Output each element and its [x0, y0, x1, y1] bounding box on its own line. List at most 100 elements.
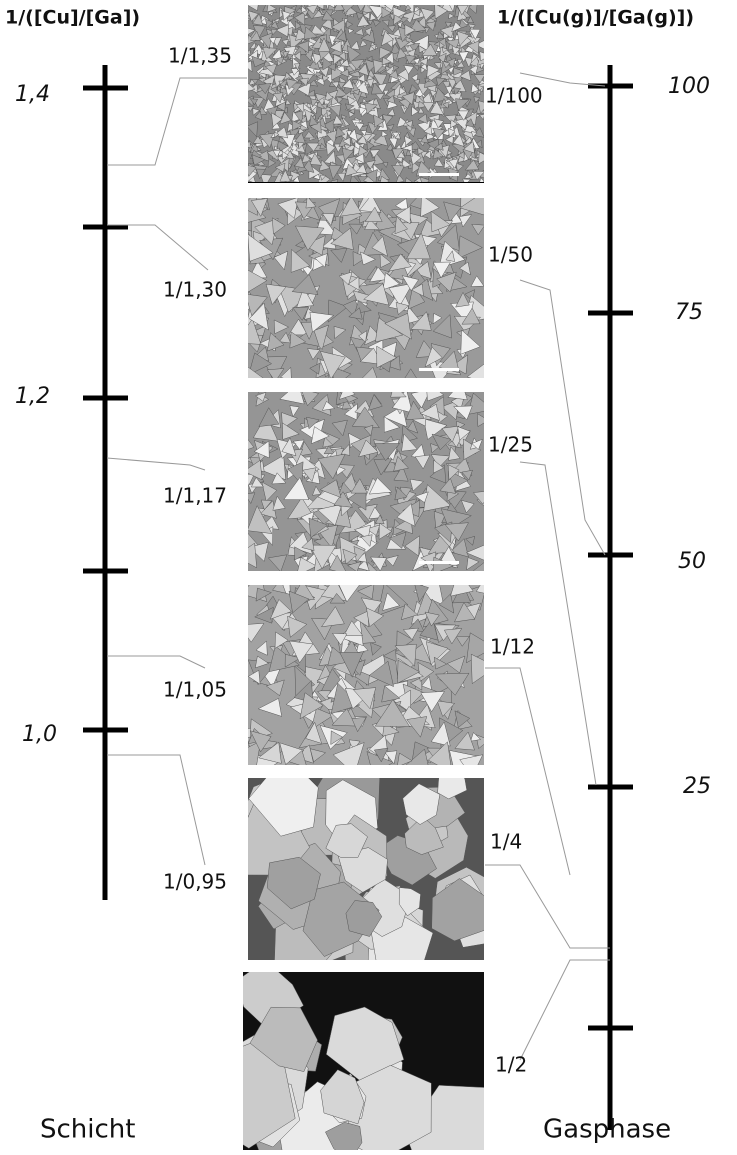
grain — [374, 443, 401, 462]
grain — [359, 39, 368, 48]
grain — [470, 82, 480, 94]
grain — [321, 400, 336, 411]
grain — [262, 47, 278, 60]
grain — [445, 85, 454, 95]
grain — [385, 65, 392, 72]
grain — [253, 440, 270, 459]
grain — [453, 67, 465, 76]
grain — [331, 81, 340, 89]
grain — [282, 10, 292, 22]
right-tick-label: 75 — [675, 300, 703, 325]
grain — [419, 403, 440, 421]
grain — [344, 103, 355, 111]
grain — [387, 108, 396, 117]
scale-bar — [419, 173, 459, 176]
grain — [390, 392, 407, 398]
grain — [434, 142, 444, 151]
grain — [459, 754, 484, 765]
grain — [279, 169, 291, 182]
grain — [420, 691, 445, 713]
grain — [330, 730, 344, 745]
grain — [456, 60, 465, 68]
grain — [292, 175, 300, 183]
grain — [461, 469, 473, 481]
grain — [336, 96, 344, 104]
grain — [393, 14, 403, 26]
grain — [260, 174, 273, 183]
grain — [310, 426, 330, 445]
grain — [409, 478, 425, 492]
grain — [424, 77, 432, 84]
grain — [411, 161, 421, 174]
grain — [248, 140, 252, 149]
left-image-label: 1/1,17 — [163, 484, 227, 508]
grain — [345, 20, 354, 29]
grain — [444, 522, 469, 542]
grain — [320, 350, 346, 378]
grain — [445, 38, 461, 49]
grain — [323, 150, 337, 165]
grain — [352, 687, 377, 710]
grain — [349, 336, 367, 352]
grain — [414, 585, 429, 603]
grain — [403, 64, 415, 75]
grain — [470, 275, 484, 287]
grain — [391, 165, 405, 177]
grain — [253, 325, 267, 339]
grain — [287, 615, 308, 638]
grain — [248, 492, 256, 505]
grain — [430, 443, 440, 454]
grain — [266, 856, 321, 910]
grain — [281, 437, 297, 457]
grain — [252, 108, 261, 116]
grain — [425, 641, 449, 666]
grain — [353, 145, 363, 157]
grain — [402, 783, 441, 825]
grain — [322, 56, 333, 71]
grain — [455, 291, 470, 308]
grain — [412, 8, 421, 17]
grain — [446, 57, 456, 68]
grain — [292, 439, 305, 451]
grain — [385, 555, 399, 567]
grain — [248, 82, 256, 92]
grain — [302, 467, 317, 483]
grain — [248, 165, 257, 178]
grain — [411, 106, 419, 117]
grain — [410, 283, 424, 297]
grain — [335, 126, 346, 139]
grain — [450, 119, 458, 129]
grain — [444, 21, 453, 28]
grain — [252, 13, 264, 26]
grain — [367, 393, 383, 411]
grain — [456, 58, 464, 65]
grain — [338, 481, 352, 496]
grain — [465, 535, 476, 546]
grain — [379, 175, 390, 183]
grain — [293, 51, 301, 62]
grain — [272, 149, 282, 158]
grain — [294, 546, 308, 561]
grain — [356, 585, 375, 600]
grain — [348, 110, 355, 118]
grain — [423, 418, 448, 440]
grain — [269, 86, 278, 93]
grain — [468, 5, 478, 15]
grain — [332, 633, 348, 646]
grain — [348, 223, 363, 235]
right-image-label: 1/100 — [485, 84, 543, 108]
grain — [270, 112, 283, 128]
grain — [450, 585, 474, 597]
grain — [281, 150, 289, 160]
grain — [457, 110, 470, 121]
grain — [266, 368, 285, 378]
grain — [381, 685, 401, 703]
grain — [394, 132, 401, 140]
grain — [360, 30, 376, 44]
grain — [433, 62, 442, 70]
grain — [446, 37, 455, 44]
grain — [273, 319, 290, 335]
grain — [265, 283, 287, 306]
grain — [321, 10, 335, 21]
grain — [339, 68, 350, 78]
